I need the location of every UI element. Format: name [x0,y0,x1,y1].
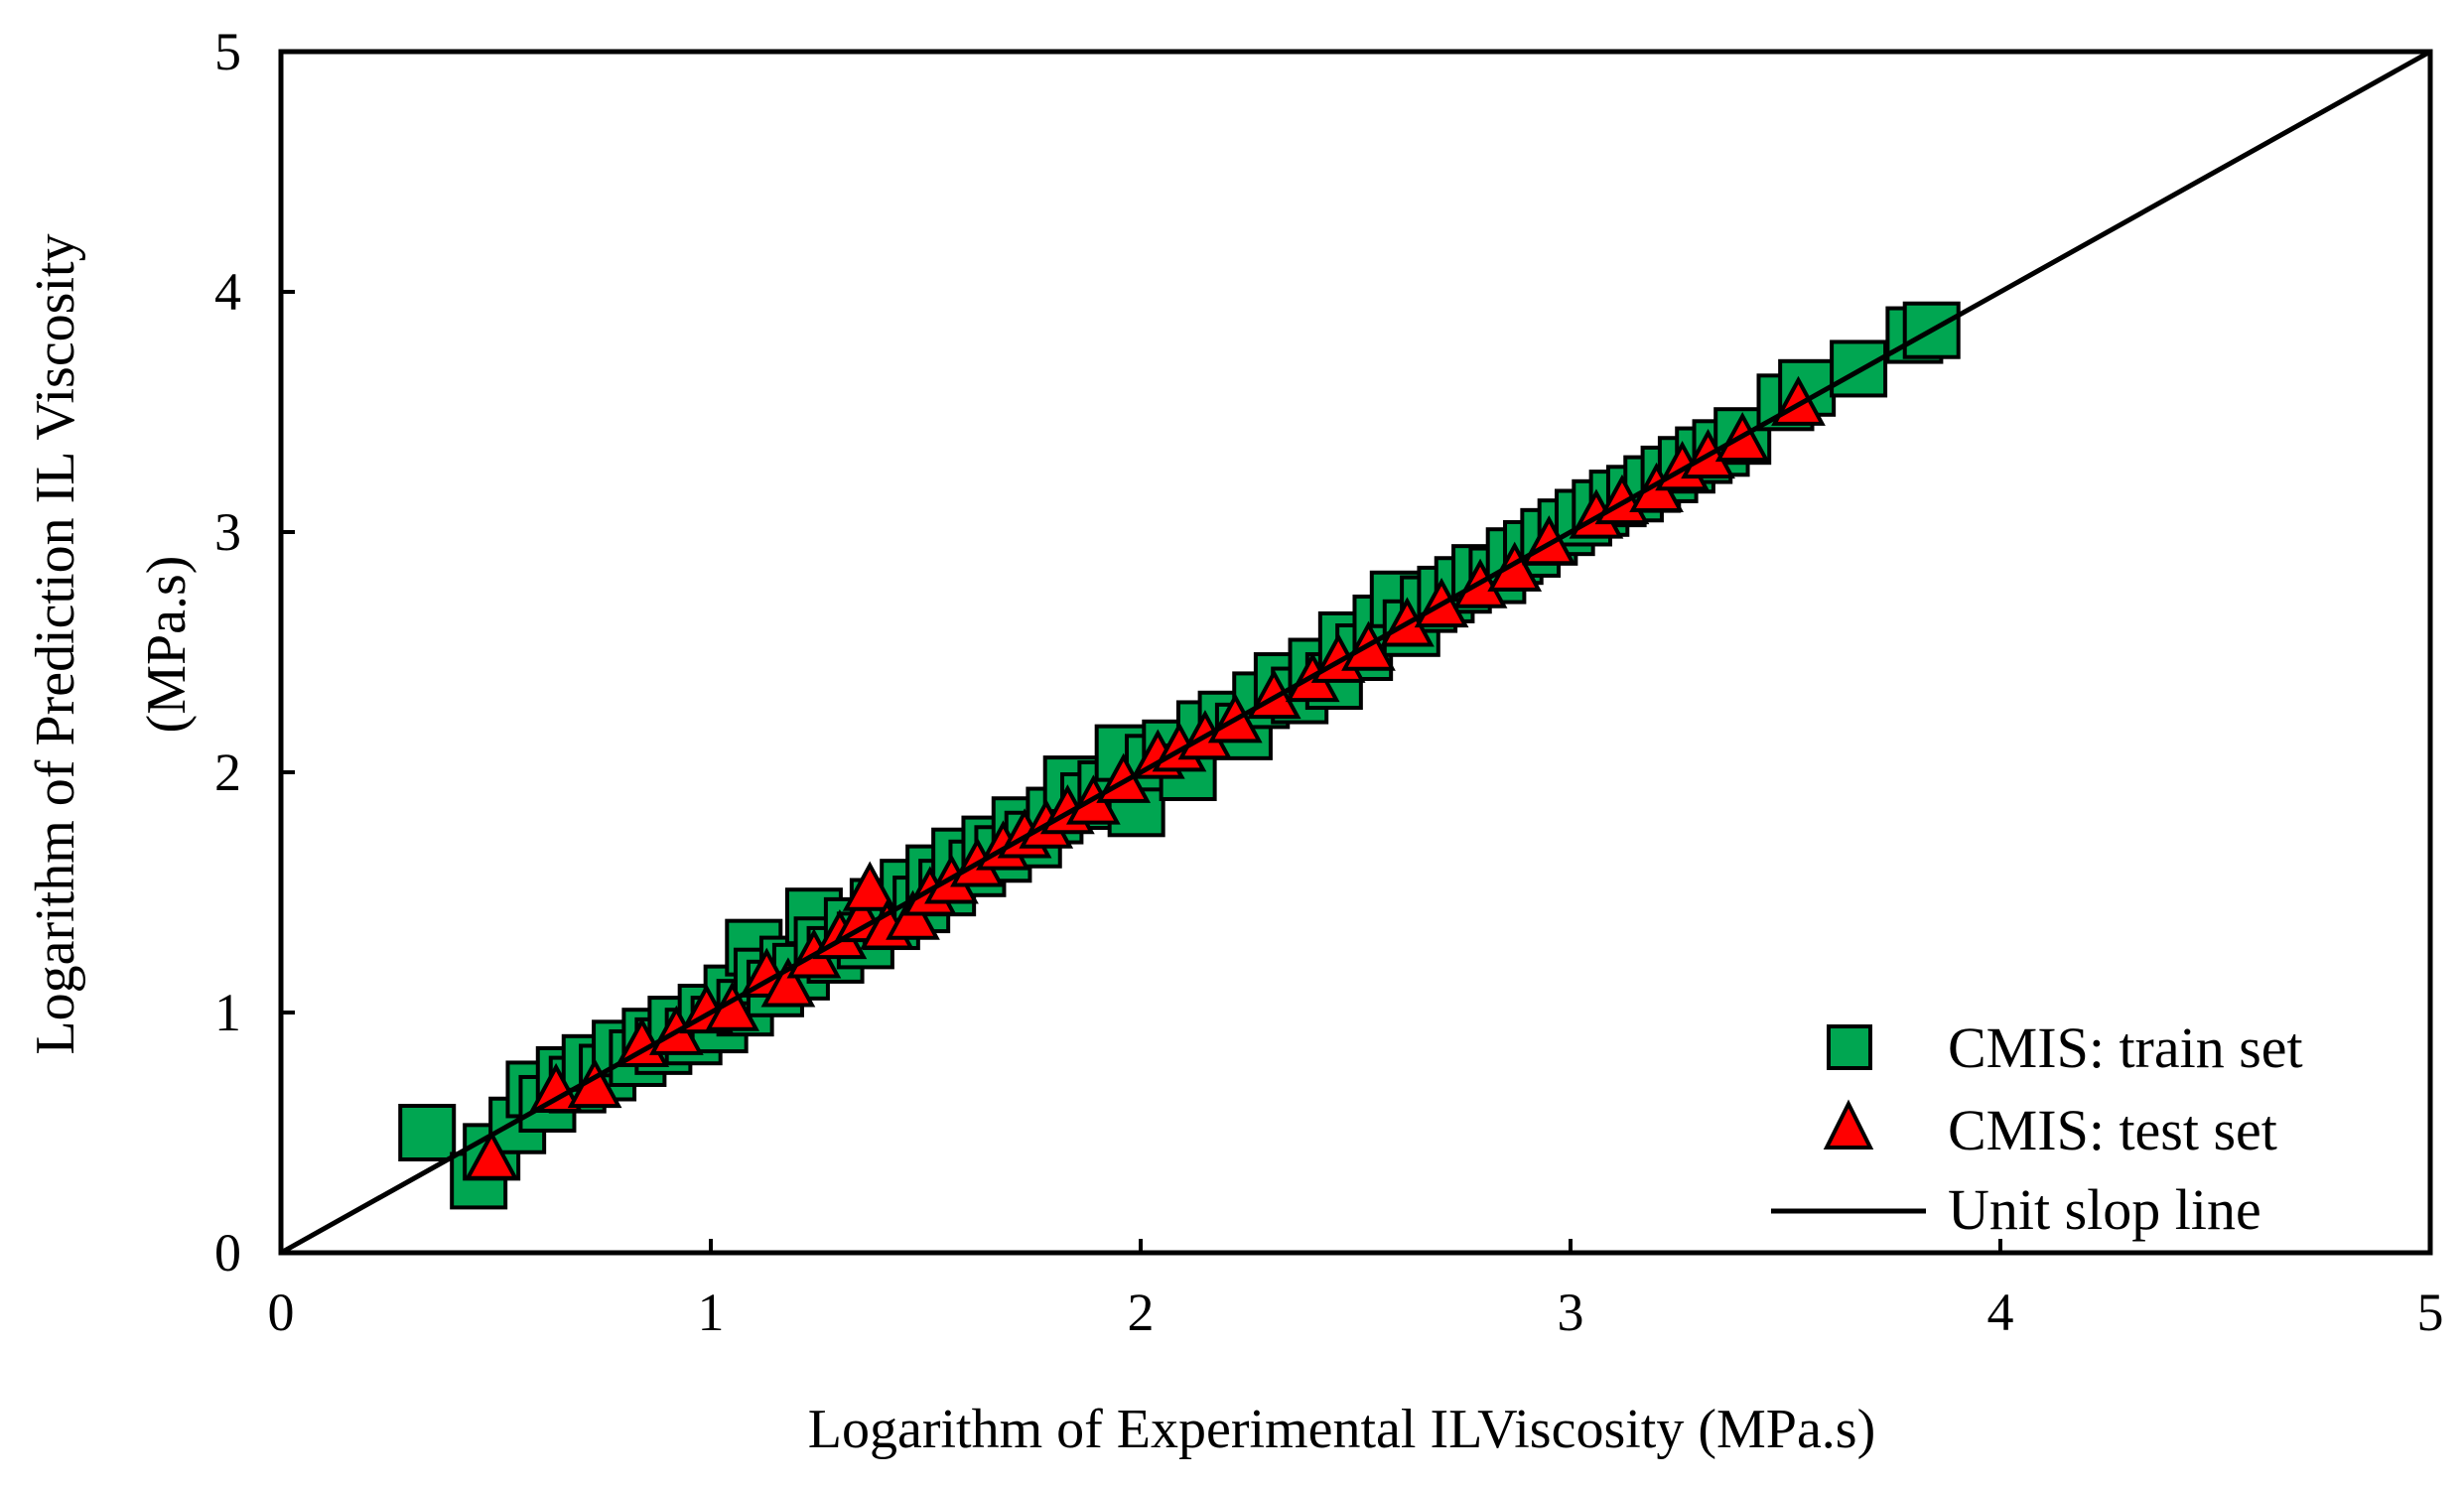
y-tick-label: 0 [214,1223,241,1283]
legend-test-marker [1823,1099,1874,1150]
legend-test-label: CMIS: test set [1948,1098,2277,1162]
test-point [842,861,897,911]
y-tick-label: 4 [214,262,241,322]
y-tick-label: 1 [214,983,241,1042]
x-tick-label: 5 [2417,1283,2444,1342]
legend: CMIS: train set CMIS: test set Unit slop… [1771,1015,2303,1242]
x-tick-label: 3 [1558,1283,1584,1342]
test-point [886,889,940,940]
plot-area-frame [278,49,2433,1256]
legend-train-marker [1827,1024,1872,1070]
legend-train-label: CMIS: train set [1948,1015,2303,1080]
y-axis-title-line2: (MPa.s) [136,556,198,734]
train-point [398,1104,457,1161]
unit-slope-line [279,49,2432,1256]
legend-line-label: Unit slop line [1948,1177,2261,1242]
x-tick-label: 2 [1128,1283,1155,1342]
y-tick-label: 3 [214,502,241,562]
test-point [464,1130,519,1180]
y-tick-label: 2 [214,743,241,802]
x-tick-label: 4 [1987,1283,2014,1342]
x-tick-label: 0 [268,1283,295,1342]
x-axis-title: Logarithm of Experimental ILViscosity (M… [808,1399,1875,1460]
y-axis-title-line1: Logarithm of Prediction IL Viscosity [25,233,86,1054]
x-tick-label: 1 [698,1283,725,1342]
test-point [760,957,816,1008]
y-tick-label: 5 [214,22,241,81]
axis-ticks: 0 1 2 3 4 5 0 1 2 3 4 5 [214,22,2444,1342]
test-point [528,1062,584,1113]
